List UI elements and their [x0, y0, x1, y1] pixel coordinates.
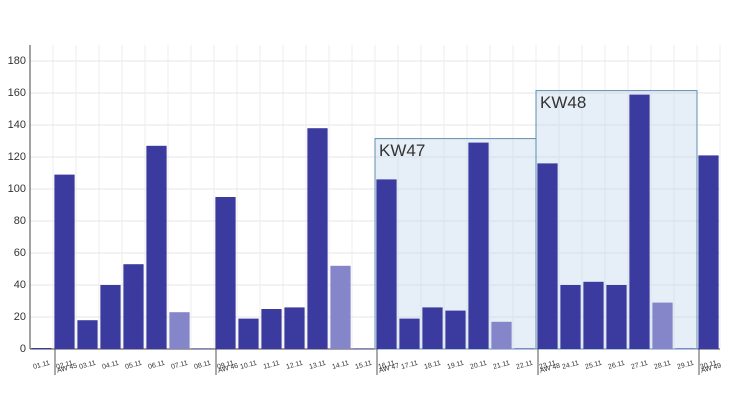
x-tick-label: 22.11 — [515, 360, 533, 371]
bar — [100, 285, 121, 349]
x-tick-label: 15.11 — [354, 360, 372, 371]
x-tick-label: 02.11 — [55, 360, 73, 371]
bar — [652, 302, 673, 349]
bar — [491, 321, 512, 349]
bar — [399, 318, 420, 349]
y-tick-label: 40 — [14, 279, 26, 291]
x-tick-label: 14.11 — [331, 360, 349, 371]
y-tick-label: 100 — [8, 183, 26, 195]
bar — [560, 285, 581, 349]
bar — [123, 264, 144, 349]
bar — [169, 312, 190, 349]
x-tick-label: 23.11 — [538, 360, 556, 371]
bar — [77, 320, 98, 349]
bar — [537, 163, 558, 349]
x-tick-label: 03.11 — [78, 360, 96, 371]
x-tick-label: 12.11 — [285, 360, 303, 371]
x-tick-label: 01.11 — [32, 360, 50, 371]
x-tick-label: 25.11 — [584, 360, 602, 371]
x-tick-label: 09.11 — [216, 360, 234, 371]
x-tick-label: 10.11 — [239, 360, 257, 371]
bar — [330, 265, 351, 349]
bar — [675, 348, 696, 349]
bar — [629, 94, 650, 349]
bar — [146, 145, 167, 349]
y-tick-label: 180 — [8, 55, 26, 67]
bar — [583, 281, 604, 349]
x-tick-label: 17.11 — [400, 360, 418, 371]
x-tick-label: 24.11 — [561, 360, 579, 371]
x-tick-label: 27.11 — [630, 360, 648, 371]
x-tick-label: 05.11 — [124, 360, 142, 371]
y-tick-label: 20 — [14, 311, 26, 323]
x-tick-label: 04.11 — [101, 360, 119, 371]
bar — [307, 128, 328, 349]
bar — [445, 310, 466, 349]
y-tick-label: 160 — [8, 87, 26, 99]
bar — [376, 179, 397, 349]
bar — [54, 174, 75, 349]
x-tick-label: 21.11 — [492, 360, 510, 371]
bar — [31, 348, 52, 349]
highlight-label: KW47 — [379, 141, 425, 160]
x-tick-label: 07.11 — [170, 360, 188, 371]
x-tick-label: 20.11 — [469, 360, 487, 371]
bar — [238, 318, 259, 349]
x-tick-label: 08.11 — [193, 360, 211, 371]
bar — [698, 155, 719, 349]
x-tick-label: 26.11 — [607, 360, 625, 371]
bar — [261, 309, 282, 349]
y-tick-label: 80 — [14, 215, 26, 227]
bar — [284, 307, 305, 349]
bar — [468, 142, 489, 349]
bar — [353, 348, 374, 349]
y-tick-label: 120 — [8, 151, 26, 163]
x-tick-label: 19.11 — [446, 360, 464, 371]
bar — [514, 348, 535, 349]
x-tick-label: 28.11 — [653, 360, 671, 371]
x-tick-label: 16.11 — [377, 360, 395, 371]
y-tick-label: 60 — [14, 247, 26, 259]
bar — [422, 307, 443, 349]
bar — [215, 197, 236, 349]
x-tick-label: 18.11 — [423, 360, 441, 371]
y-tick-label: 140 — [8, 119, 26, 131]
y-tick-label: 0 — [20, 343, 26, 355]
x-tick-label: 30.11 — [699, 360, 717, 371]
x-tick-label: 29.11 — [676, 360, 694, 371]
bar — [192, 348, 213, 349]
x-tick-label: 06.11 — [147, 360, 165, 371]
highlight-label: KW48 — [540, 93, 586, 112]
bar — [606, 285, 627, 349]
x-tick-label: 13.11 — [308, 360, 326, 371]
x-tick-label: 11.11 — [263, 360, 281, 371]
